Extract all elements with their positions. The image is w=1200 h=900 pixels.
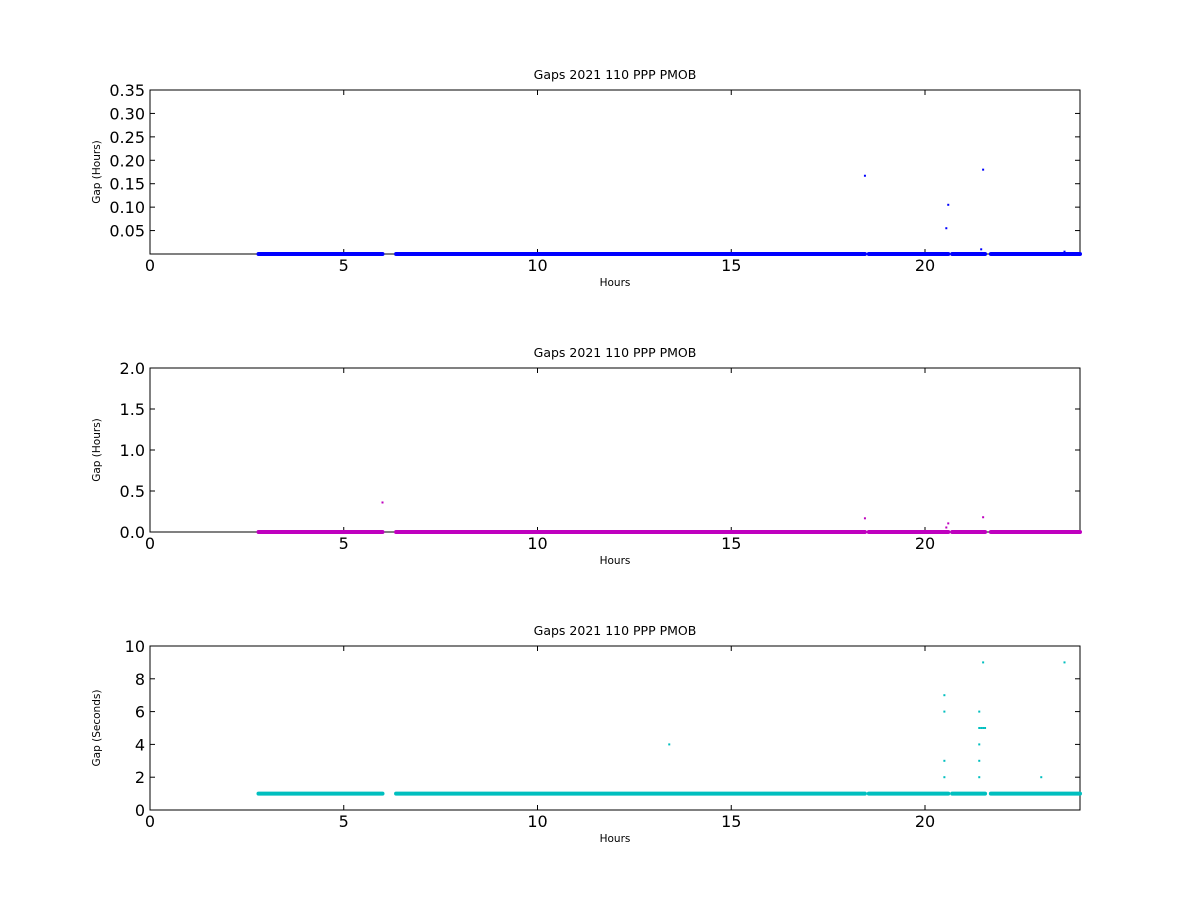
y-tick-label: 0.20 (109, 151, 145, 170)
data-point (943, 776, 946, 779)
y-tick-label: 0.15 (109, 175, 145, 194)
chart-panel-1: Gaps 2021 110 PPP PMOB 0 5 10 15 20 0.05 0.10 0.… (91, 67, 1082, 289)
y-axis-label: Gap (Seconds) (91, 690, 103, 767)
chart-title: Gaps 2021 110 PPP PMOB (534, 67, 697, 82)
x-tick-label: 20 (915, 812, 935, 831)
y-tick-label: 0.35 (109, 81, 145, 100)
x-tick-label: 20 (915, 534, 935, 553)
x-tick-label: 15 (721, 812, 741, 831)
y-tick-label: 0.10 (109, 198, 145, 217)
y-tick-label: 2 (135, 768, 145, 787)
x-tick-label: 15 (721, 534, 741, 553)
data-point (978, 759, 981, 762)
data-point (943, 694, 946, 697)
plot-frame (149, 367, 1081, 533)
data-point (982, 516, 985, 519)
y-tick-label: 8 (135, 670, 145, 689)
x-tick-label: 5 (339, 256, 349, 275)
x-tick-label: 10 (527, 534, 547, 553)
y-tick-label: 4 (135, 735, 145, 754)
data-point (947, 522, 950, 525)
data-point (980, 727, 983, 729)
data-point (863, 517, 866, 520)
plot-frame (149, 645, 1081, 811)
data-point (978, 727, 981, 729)
data-point (1063, 250, 1066, 253)
data-point (1063, 661, 1066, 664)
data-point (982, 168, 985, 171)
y-tick-label: 2.0 (120, 359, 145, 378)
data-point (978, 776, 981, 779)
chart-panel-3: Gaps 2021 110 PPP PMOB 0 5 10 15 20 0 2 4 6 8 10 Hou… (91, 623, 1082, 845)
y-tick-label: 1.5 (120, 400, 145, 419)
x-tick-label: 10 (527, 256, 547, 275)
y-tick-label: 6 (135, 703, 145, 722)
data-point (982, 661, 985, 664)
y-tick-label: 0.25 (109, 128, 145, 147)
x-tick-label: 10 (527, 812, 547, 831)
x-tick-label: 5 (339, 534, 349, 553)
y-tick-label: 1.0 (120, 441, 145, 460)
data-point (863, 174, 866, 177)
data-point (668, 743, 671, 746)
x-tick-label: 0 (145, 534, 155, 553)
y-tick-label: 0.5 (120, 482, 145, 501)
data-point (978, 710, 981, 713)
data-point (947, 203, 950, 206)
x-axis-label: Hours (600, 277, 631, 289)
chart-title: Gaps 2021 110 PPP PMOB (534, 623, 697, 638)
y-axis-label: Gap (Hours) (91, 418, 103, 482)
data-point (945, 526, 948, 529)
y-tick-label: 0 (135, 801, 145, 820)
data-point (1040, 776, 1043, 779)
data-point (984, 727, 987, 729)
y-tick-label: 0.30 (109, 104, 145, 123)
chart-title: Gaps 2021 110 PPP PMOB (534, 345, 697, 360)
x-tick-label: 15 (721, 256, 741, 275)
y-tick-label: 0.05 (109, 222, 145, 241)
plot-frame (149, 89, 1081, 255)
y-tick-label: 0.0 (120, 523, 145, 542)
x-tick-label: 0 (145, 256, 155, 275)
y-axis-label: Gap (Hours) (91, 140, 103, 204)
x-tick-label: 0 (145, 812, 155, 831)
x-axis-label: Hours (600, 555, 631, 567)
chart-panel-2: Gaps 2021 110 PPP PMOB 0 5 10 15 20 0.0 0.5 1.0 1… (91, 345, 1082, 567)
data-point (943, 759, 946, 762)
x-tick-label: 5 (339, 812, 349, 831)
data-point (982, 727, 985, 729)
data-point (978, 743, 981, 746)
data-point (980, 248, 983, 251)
x-tick-label: 20 (915, 256, 935, 275)
data-point (943, 710, 946, 713)
y-tick-label: 10 (125, 637, 145, 656)
data-point (945, 227, 948, 230)
x-axis-label: Hours (600, 833, 631, 845)
data-point (381, 501, 384, 504)
